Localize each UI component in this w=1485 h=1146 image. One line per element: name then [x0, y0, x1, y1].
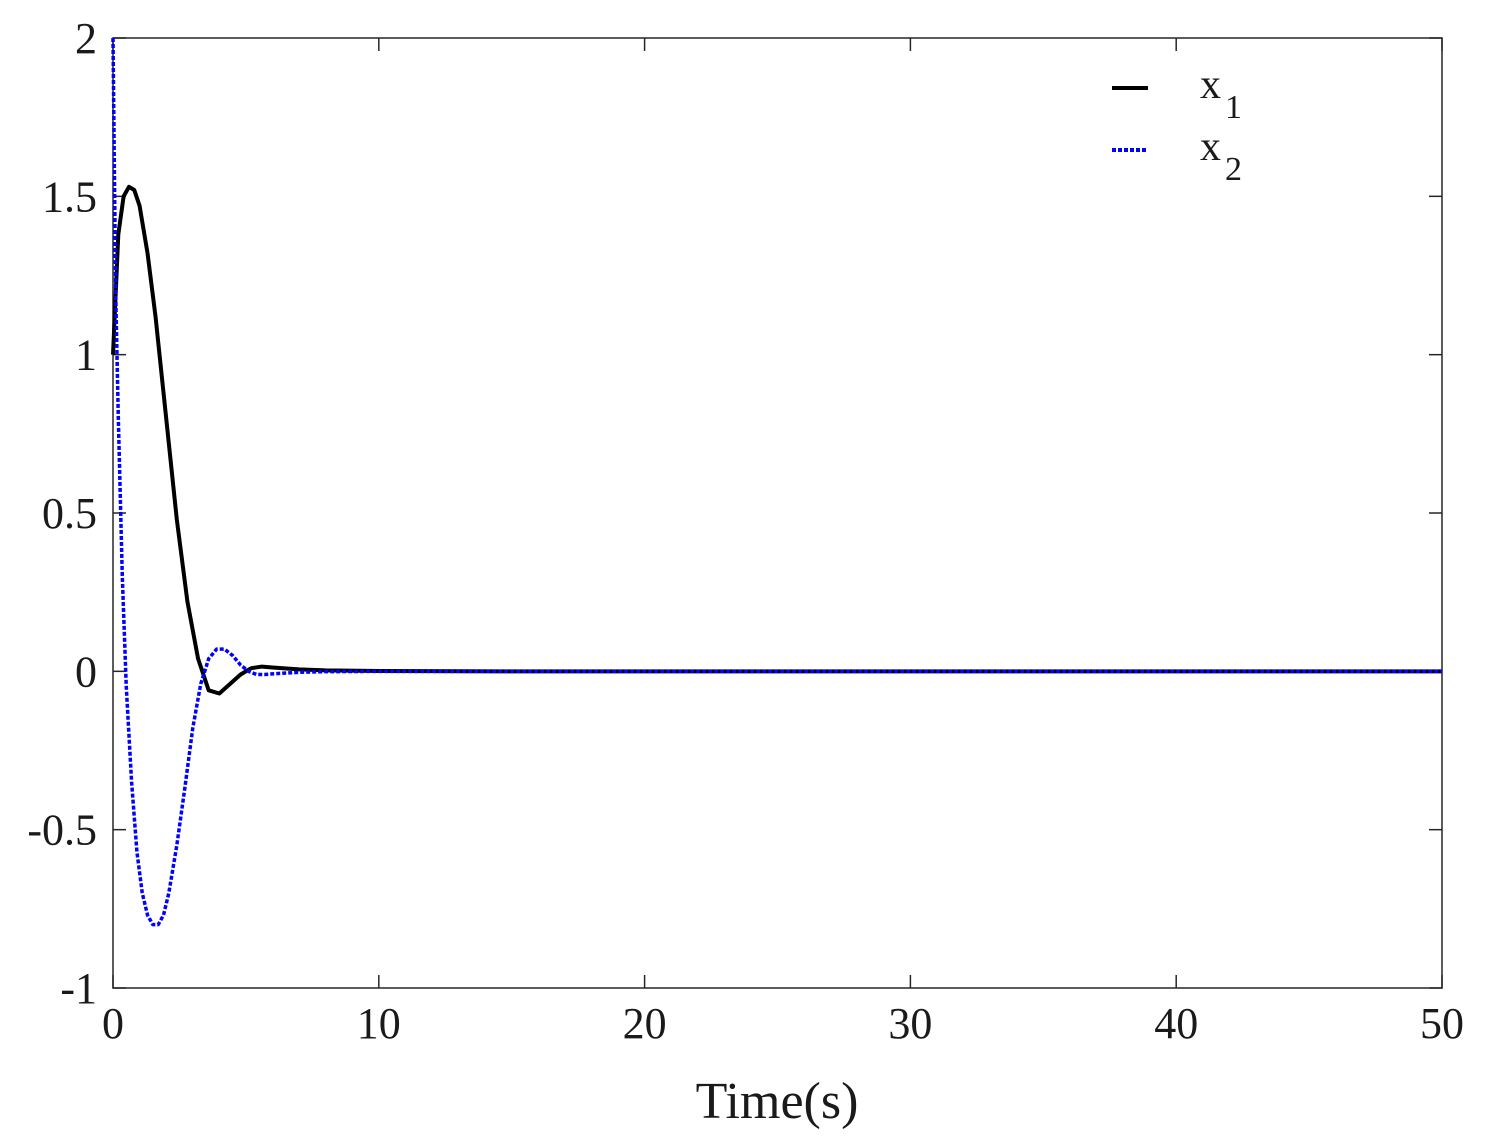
x-tick-label: 50	[1420, 999, 1464, 1048]
x-axis-ticks: 0 10 20 30 40 50	[102, 38, 1464, 1048]
series-line-x2	[111, 37, 1442, 927]
legend: x 1x 2	[1112, 62, 1242, 188]
x-tick-label: 10	[357, 999, 401, 1048]
y-axis-ticks: -1 -0.5 0 0.5 1 1.5 2	[27, 14, 1442, 1013]
y-tick-label: 1	[75, 331, 97, 380]
y-tick-label: -0.5	[27, 806, 97, 855]
y-tick-label: 0.5	[42, 489, 97, 538]
x-tick-label: 0	[102, 999, 124, 1048]
x-tick-label: 20	[623, 999, 667, 1048]
y-tick-label: -1	[60, 964, 97, 1013]
x-tick-label: 30	[888, 999, 932, 1048]
series-line-x1	[111, 184, 1442, 696]
plot-area	[112, 37, 1443, 989]
y-tick-label: 2	[75, 14, 97, 63]
series-layer	[111, 37, 1442, 927]
y-tick-label: 1.5	[42, 172, 97, 221]
x-tick-label: 40	[1154, 999, 1198, 1048]
y-tick-label: 0	[75, 647, 97, 696]
x-axis-label: Time(s)	[696, 1073, 859, 1130]
